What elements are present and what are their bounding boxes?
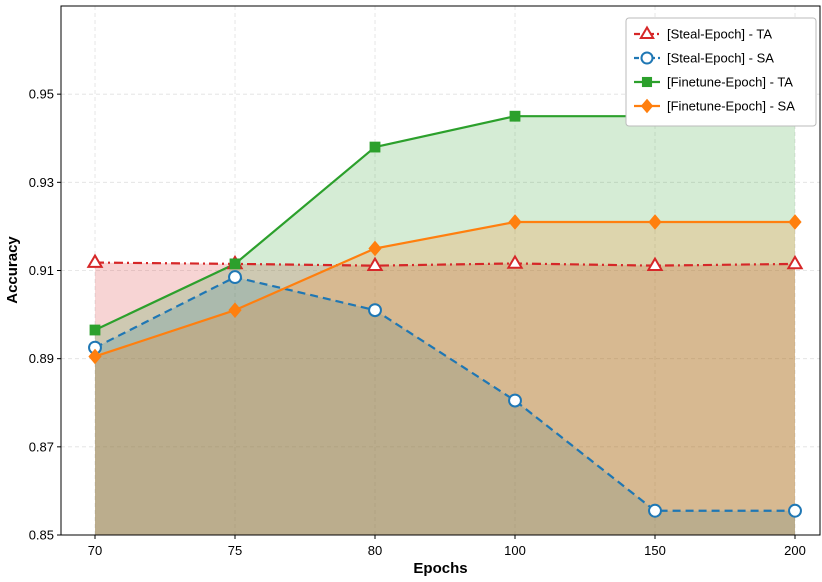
y-tick-label: 0.89 (29, 351, 54, 366)
y-axis-title: Accuracy (4, 236, 21, 304)
series-line-finetune-epoch-sa (94, 220, 795, 358)
series-line-steal-epoch-sa (94, 276, 795, 512)
legend-entry-finetune-epoch-sa: [Finetune-Epoch] - SA (634, 99, 795, 114)
legend-marker (641, 76, 653, 88)
fill-area-steal-epoch-ta (95, 262, 795, 535)
legend: [Steal-Epoch] - TA [Steal-Epoch] - SA [Fin… (625, 17, 817, 127)
data-point-steal-epoch-ta (86, 253, 104, 268)
legend-marker (640, 51, 654, 65)
data-point-steal-epoch-ta (366, 256, 384, 271)
legend-entry-steal-epoch-sa: [Steal-Epoch] - SA (634, 51, 774, 66)
data-point-finetune-epoch-sa (648, 214, 662, 230)
data-point-steal-epoch-ta (646, 256, 664, 271)
data-point-finetune-epoch-ta (509, 110, 521, 122)
y-tick-label: 0.85 (29, 528, 54, 543)
data-point-steal-epoch-sa (508, 393, 522, 408)
data-point-steal-epoch-sa (648, 503, 662, 518)
x-tick-label: 100 (504, 543, 526, 558)
data-point-steal-epoch-sa (368, 303, 382, 318)
data-point-finetune-epoch-ta (89, 324, 101, 336)
x-tick-label: 200 (784, 543, 806, 558)
legend-entry-finetune-epoch-ta: [Finetune-Epoch] - TA (634, 75, 793, 90)
data-point-finetune-epoch-ta (229, 258, 241, 270)
data-point-steal-epoch-ta (506, 254, 524, 269)
axis-ticks: 0.85 0.87 0.89 0.91 0.93 0.95 70 75 80 100 150 200 (29, 87, 806, 558)
data-point-steal-epoch-ta (786, 254, 804, 270)
legend-label: [Steal-Epoch] - SA (667, 51, 774, 66)
fill-area-steal-epoch-sa (95, 277, 795, 535)
fill-area-finetune-epoch-ta (95, 116, 795, 535)
series-line-steal-epoch-ta (94, 261, 796, 267)
fill-areas (95, 116, 795, 535)
data-point-finetune-epoch-sa (788, 214, 802, 230)
x-tick-label: 80 (368, 543, 382, 558)
series-markers (86, 110, 804, 518)
fill-area-finetune-epoch-sa (95, 222, 795, 535)
legend-label: [Finetune-Epoch] - TA (667, 75, 793, 90)
legend-marker (639, 25, 655, 40)
y-tick-label: 0.95 (29, 87, 54, 102)
data-point-steal-epoch-sa (788, 503, 802, 518)
x-axis-title: Epochs (413, 560, 467, 577)
x-tick-label: 150 (644, 543, 666, 558)
legend-marker (640, 98, 654, 114)
y-tick-label: 0.87 (29, 439, 54, 454)
data-point-finetune-epoch-sa (508, 214, 522, 230)
legend-entry-steal-epoch-ta: [Steal-Epoch] - TA (634, 25, 772, 42)
data-point-steal-epoch-sa (228, 270, 242, 285)
x-tick-label: 75 (228, 543, 242, 558)
data-point-finetune-epoch-sa (368, 240, 382, 257)
data-point-finetune-epoch-sa (88, 348, 102, 365)
y-tick-label: 0.91 (29, 263, 54, 278)
data-point-finetune-epoch-sa (228, 302, 242, 318)
data-point-finetune-epoch-ta (369, 141, 381, 153)
x-tick-label: 70 (88, 543, 102, 558)
y-tick-label: 0.93 (29, 175, 54, 190)
legend-label: [Finetune-Epoch] - SA (667, 99, 795, 114)
legend-label: [Steal-Epoch] - TA (667, 27, 772, 42)
legend-box (625, 17, 817, 127)
